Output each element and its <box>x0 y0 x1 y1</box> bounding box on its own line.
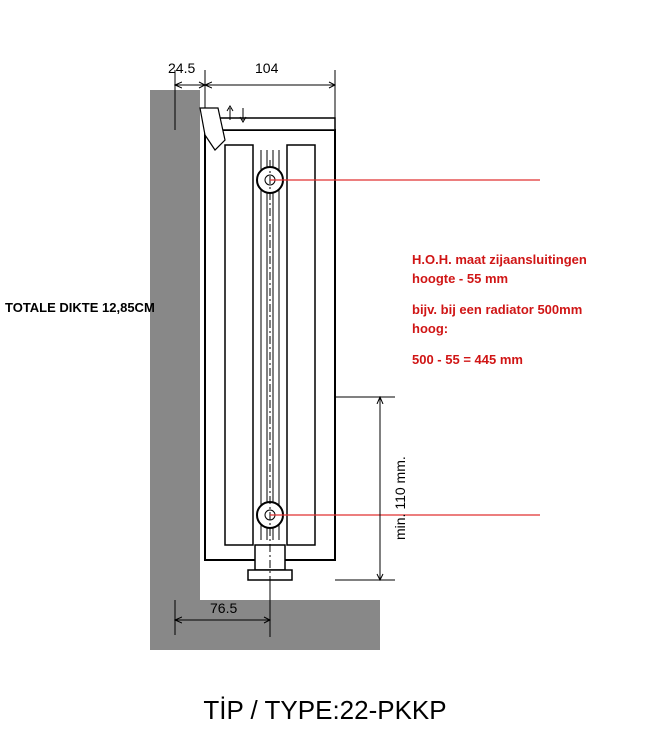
radiator-diagram-svg <box>0 0 650 750</box>
type-title: TİP / TYPE:22-PKKP <box>0 695 650 726</box>
annotation-line2: hoogte - 55 mm <box>412 269 508 289</box>
total-thickness-label: TOTALE DIKTE 12,85CM <box>5 300 155 315</box>
dim-min-height: min. 110 mm. <box>392 456 408 540</box>
dim-top-width: 104 <box>255 60 278 76</box>
diagram-container: 24.5 104 76.5 min. 110 mm. TOTALE DIKTE … <box>0 0 650 750</box>
annotation-line4: hoog: <box>412 319 448 339</box>
annotation-line3: bijv. bij een radiator 500mm <box>412 300 582 320</box>
annotation-line1: H.O.H. maat zijaansluitingen <box>412 250 587 270</box>
dim-bottom-offset: 76.5 <box>210 600 237 616</box>
annotation-line5: 500 - 55 = 445 mm <box>412 350 523 370</box>
dim-top-offset: 24.5 <box>168 60 195 76</box>
